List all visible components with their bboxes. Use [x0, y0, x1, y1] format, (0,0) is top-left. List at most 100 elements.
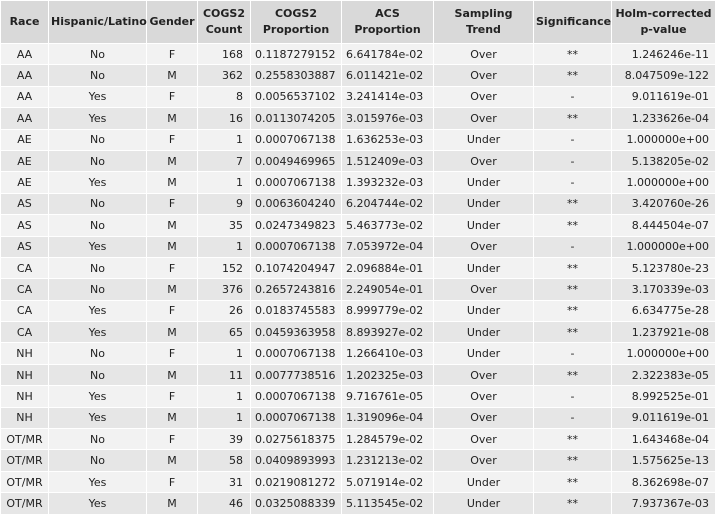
- hispanic-latino-cell: No: [48, 42, 147, 66]
- cogs2-count-cell: 11: [197, 363, 251, 387]
- holm-p-value-cell: 3.420760e-26: [611, 192, 716, 216]
- race-cell: OT/MR: [0, 470, 49, 494]
- gender-cell: M: [146, 321, 198, 344]
- acs-proportion-cell: 5.071914e-02: [341, 470, 434, 494]
- sampling-trend-cell: Over: [433, 64, 534, 87]
- cogs2-proportion-cell: 0.0183745583: [250, 299, 342, 323]
- gender-cell: M: [146, 406, 198, 430]
- cogs2-count-cell: 31: [197, 470, 251, 494]
- hispanic-latino-cell: No: [48, 64, 147, 87]
- significance-cell: **: [533, 299, 612, 323]
- cogs2-proportion-cell: 0.0325088339: [250, 492, 342, 515]
- cogs2-proportion-cell: 0.2558303887: [250, 64, 342, 87]
- significance-cell: -: [533, 85, 612, 109]
- sampling-trend-cell: Over: [433, 42, 534, 66]
- race-cell: AE: [0, 171, 49, 194]
- hispanic-latino-cell: No: [48, 192, 147, 216]
- cogs2-proportion-cell: 0.0063604240: [250, 192, 342, 216]
- holm-p-value-cell: 2.322383e-05: [611, 363, 716, 387]
- hispanic-latino-cell: No: [48, 128, 147, 151]
- table-row: NH Yes M 1 0.0007067138 1.319096e-04 Over -9.01…: [0, 406, 716, 430]
- acs-proportion-cell: 1.266410e-03: [341, 342, 434, 365]
- cogs2-proportion-cell: 0.0007067138: [250, 171, 342, 194]
- hispanic-latino-cell: No: [48, 342, 147, 365]
- holm-p-value-cell: 8.444504e-07: [611, 214, 716, 237]
- hispanic-latino-cell: No: [48, 449, 147, 472]
- acs-proportion-cell: 5.113545e-02: [341, 492, 434, 515]
- acs-proportion-cell: 6.011421e-02: [341, 64, 434, 87]
- cogs2-proportion-cell: 0.0007067138: [250, 342, 342, 365]
- hispanic-latino-cell: Yes: [48, 171, 147, 194]
- hispanic-latino-cell: Yes: [48, 85, 147, 109]
- table-row: OT/MR Yes F 31 0.0219081272 5.071914e-02 Under…: [0, 470, 716, 494]
- acs-proportion-cell: 1.231213e-02: [341, 449, 434, 472]
- cogs2-count-cell: 1: [197, 171, 251, 194]
- cogs2-proportion-cell: 0.0007067138: [250, 128, 342, 151]
- sampling-trend-cell: Over: [433, 449, 534, 472]
- race-cell: NH: [0, 385, 49, 408]
- sampling-trend-cell: Over: [433, 428, 534, 451]
- acs-proportion-cell: 8.999779e-02: [341, 299, 434, 323]
- acs-proportion-cell: 1.393232e-03: [341, 171, 434, 194]
- table-row: CA Yes M 65 0.0459363958 8.893927e-02 Under ** 1…: [0, 321, 716, 344]
- holm-p-value-cell: 1.000000e+00: [611, 342, 716, 365]
- gender-cell: M: [146, 235, 198, 258]
- sampling-trend-cell: Over: [433, 85, 534, 109]
- header-cogs2-count: COGS2 Count: [197, 0, 251, 44]
- header-significance: Significance: [533, 0, 612, 44]
- race-cell: NH: [0, 342, 49, 365]
- cogs2-count-cell: 39: [197, 428, 251, 451]
- significance-cell: -: [533, 149, 612, 173]
- race-cell: CA: [0, 299, 49, 323]
- table-row: AS No F 9 0.0063604240 6.204744e-02 Under ** 3.4…: [0, 192, 716, 216]
- sampling-trend-cell: Under: [433, 171, 534, 194]
- cogs2-count-cell: 46: [197, 492, 251, 515]
- header-gender: Gender: [146, 0, 198, 44]
- significance-cell: **: [533, 278, 612, 301]
- cogs2-proportion-cell: 0.0007067138: [250, 406, 342, 430]
- significance-cell: -: [533, 171, 612, 194]
- table-row: AA Yes F 8 0.0056537102 3.241414e-03 Over -9.01…: [0, 85, 716, 109]
- holm-p-value-cell: 8.362698e-07: [611, 470, 716, 494]
- acs-proportion-cell: 8.893927e-02: [341, 321, 434, 344]
- significance-cell: -: [533, 235, 612, 258]
- sampling-trend-cell: Under: [433, 299, 534, 323]
- acs-proportion-cell: 1.319096e-04: [341, 406, 434, 430]
- sampling-trend-cell: Over: [433, 406, 534, 430]
- significance-cell: **: [533, 449, 612, 472]
- hispanic-latino-cell: No: [48, 214, 147, 237]
- acs-proportion-cell: 1.636253e-03: [341, 128, 434, 151]
- hispanic-latino-cell: No: [48, 278, 147, 301]
- gender-cell: F: [146, 470, 198, 494]
- gender-cell: F: [146, 385, 198, 408]
- table-row: AA Yes M 16 0.0113074205 3.015976e-03 Over ** 1.…: [0, 107, 716, 130]
- table-row: AS No M 35 0.0247349823 5.463773e-02 Under ** 8.…: [0, 214, 716, 237]
- race-cell: OT/MR: [0, 492, 49, 515]
- cogs2-count-cell: 1: [197, 406, 251, 430]
- sampling-trend-cell: Under: [433, 256, 534, 280]
- sampling-trend-cell: Over: [433, 107, 534, 130]
- hispanic-latino-cell: Yes: [48, 107, 147, 130]
- hispanic-latino-cell: Yes: [48, 492, 147, 515]
- gender-cell: F: [146, 128, 198, 151]
- cogs2-proportion-cell: 0.0007067138: [250, 235, 342, 258]
- gender-cell: M: [146, 278, 198, 301]
- cogs2-proportion-cell: 0.0247349823: [250, 214, 342, 237]
- race-cell: AA: [0, 107, 49, 130]
- gender-cell: M: [146, 214, 198, 237]
- holm-p-value-cell: 1.233626e-04: [611, 107, 716, 130]
- cogs2-proportion-cell: 0.0409893993: [250, 449, 342, 472]
- hispanic-latino-cell: Yes: [48, 385, 147, 408]
- acs-proportion-cell: 5.463773e-02: [341, 214, 434, 237]
- sampling-trend-cell: Under: [433, 492, 534, 515]
- cogs2-count-cell: 1: [197, 342, 251, 365]
- sampling-trend-cell: Over: [433, 149, 534, 173]
- cogs2-count-cell: 65: [197, 321, 251, 344]
- acs-proportion-cell: 2.096884e-01: [341, 256, 434, 280]
- header-cogs2-proportion: COGS2 Proportion: [250, 0, 342, 44]
- cogs2-count-cell: 16: [197, 107, 251, 130]
- gender-cell: M: [146, 449, 198, 472]
- cogs2-proportion-cell: 0.0077738516: [250, 363, 342, 387]
- cogs2-count-cell: 7: [197, 149, 251, 173]
